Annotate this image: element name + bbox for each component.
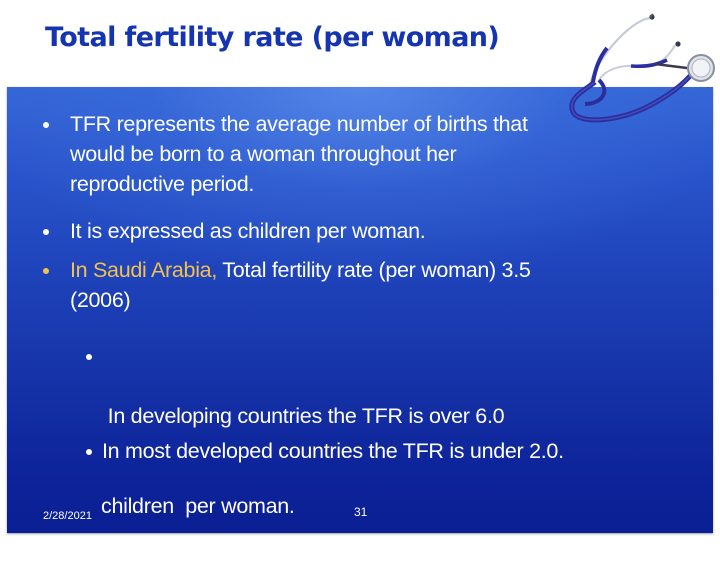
bullet-saudi-arabia: In Saudi Arabia, Total fertility rate (p… <box>70 255 531 315</box>
bullet-line: TFR represents the average number of bir… <box>70 112 528 136</box>
bullet-line: It is expressed as children per woman. <box>70 219 426 243</box>
bullet-line: In Saudi Arabia, Total fertility rate (p… <box>70 255 531 285</box>
highlighted-country: In Saudi Arabia, <box>70 258 218 282</box>
bullet-tfr-definition: TFR represents the average number of bir… <box>70 109 528 199</box>
bullet-dot <box>86 449 92 455</box>
bullet-line: (2006) <box>70 288 131 312</box>
bullet-developed-countries: In most developed countries the TFR is u… <box>102 436 564 466</box>
bullet-line: reproductive period. <box>70 172 255 196</box>
stethoscope-icon <box>569 13 715 123</box>
bullet-line: In developing countries the TFR is over … <box>102 404 505 428</box>
footer-date: 2/28/2021 <box>43 510 92 522</box>
bullet-expression: It is expressed as children per woman. <box>70 216 426 246</box>
bullet-dot <box>86 354 92 360</box>
bullet-line: would be born to a woman throughout her <box>70 142 457 166</box>
bullet-dot <box>43 122 49 128</box>
bullet-text: Total fertility rate (per woman) 3.5 <box>217 258 531 282</box>
slide-number: 31 <box>354 505 368 519</box>
content-panel <box>7 87 713 533</box>
bullet-line: In most developed countries the TFR is u… <box>102 439 564 463</box>
bullet-line: children per woman. <box>101 494 295 518</box>
slide-title: Total fertility rate (per woman) <box>45 22 500 53</box>
bullet-dot <box>43 229 49 235</box>
bullet-developing-countries: In developing countries the TFR is over … <box>101 341 505 581</box>
bullet-dot <box>43 268 49 274</box>
